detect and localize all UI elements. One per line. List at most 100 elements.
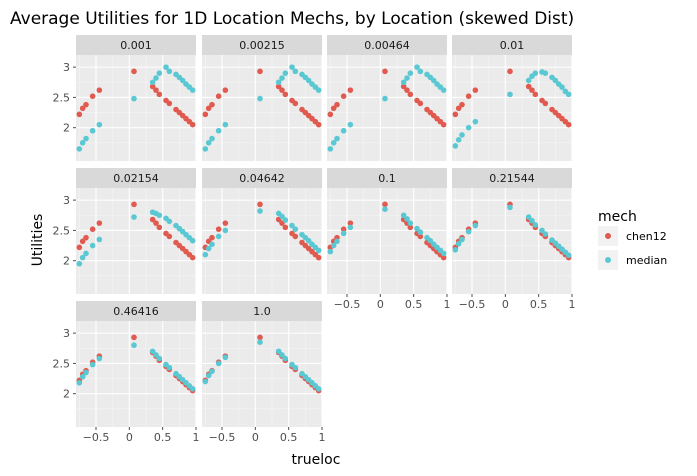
point-median — [305, 237, 312, 244]
point-chen12 — [507, 68, 513, 75]
x-axis-title: trueloc — [292, 452, 341, 468]
facet-panels: 0.001 2 2.5 3 0.00215 0.00464 0.01 0.02154 2 2.5 3… — [53, 35, 576, 444]
point-chen12 — [340, 226, 347, 232]
point-median — [459, 236, 465, 243]
point-chen12 — [149, 216, 156, 223]
point-median — [131, 95, 137, 102]
facet-strip — [202, 301, 322, 321]
facet-strip-label: 0.02154 — [113, 172, 159, 185]
point-chen12 — [209, 101, 215, 108]
point-chen12 — [89, 93, 96, 99]
point-median — [404, 75, 410, 81]
point-median — [327, 248, 334, 255]
facet-strip-label: 0.00464 — [364, 39, 410, 52]
point-median — [417, 68, 424, 75]
point-chen12 — [347, 220, 354, 226]
y-tick-label: 3 — [63, 194, 70, 207]
x-tick-label: 0.5 — [530, 298, 548, 311]
point-median — [202, 146, 209, 152]
point-median — [156, 212, 163, 219]
point-chen12 — [153, 220, 159, 226]
point-median — [539, 227, 545, 234]
point-chen12 — [382, 201, 388, 208]
facet-strip — [327, 168, 447, 188]
point-chen12 — [292, 100, 299, 107]
point-chen12 — [340, 93, 347, 99]
facet-panel: 0.04642 — [202, 168, 323, 294]
facet-strip — [202, 168, 322, 188]
point-median — [179, 77, 186, 84]
point-median — [209, 368, 215, 375]
point-median — [166, 68, 173, 75]
facet-strip — [202, 35, 322, 55]
point-chen12 — [407, 91, 414, 98]
point-median — [472, 222, 479, 229]
point-median — [407, 220, 414, 226]
facet-strip-label: 1.0 — [253, 305, 271, 318]
point-median — [455, 240, 462, 247]
point-median — [430, 77, 437, 84]
point-median — [315, 247, 322, 254]
point-median — [292, 226, 299, 232]
facet-strip — [452, 168, 572, 188]
facet-strip-label: 0.04642 — [239, 172, 285, 185]
point-median — [542, 70, 549, 76]
x-tick-label: 0.5 — [280, 431, 298, 444]
x-tick-label: 0.5 — [405, 298, 423, 311]
point-chen12 — [292, 233, 299, 240]
point-median — [215, 127, 222, 134]
point-chen12 — [404, 87, 410, 93]
point-chen12 — [455, 105, 462, 112]
point-median — [282, 70, 289, 76]
point-median — [156, 70, 163, 76]
point-median — [292, 364, 299, 371]
point-median — [189, 386, 196, 392]
legend-label: median — [626, 254, 667, 267]
y-tick-label: 2.5 — [53, 91, 71, 104]
y-tick-label: 3 — [63, 327, 70, 340]
point-median — [257, 208, 263, 214]
point-median — [315, 386, 322, 392]
x-tick-label: −0.5 — [459, 298, 486, 311]
point-chen12 — [202, 111, 209, 118]
point-median — [209, 135, 215, 142]
point-median — [289, 64, 295, 70]
legend-swatch — [605, 233, 611, 239]
point-chen12 — [440, 254, 447, 261]
point-median — [163, 64, 169, 70]
legend-title: mech — [598, 209, 637, 225]
point-median — [529, 217, 535, 224]
point-median — [340, 230, 347, 237]
facet-strip — [76, 168, 196, 188]
point-median — [279, 75, 285, 81]
facet-strip — [76, 301, 196, 321]
point-median — [330, 140, 337, 146]
facet-panel: 0.46416 2 2.5 3 −0.5 0 0.5 1 — [53, 301, 200, 444]
point-chen12 — [156, 224, 163, 231]
facet-panel: 0.00215 — [202, 35, 323, 161]
point-median — [507, 91, 513, 98]
point-median — [452, 143, 459, 149]
point-median — [347, 121, 354, 128]
x-tick-label: 0 — [126, 431, 133, 444]
point-chen12 — [315, 121, 322, 128]
point-chen12 — [205, 105, 212, 112]
facet-strip-label: 0.00215 — [239, 39, 285, 52]
facet-panel: 1.0 −0.5 0 0.5 1 — [202, 301, 326, 444]
point-chen12 — [83, 234, 89, 241]
facet-panel: 0.02154 2 2.5 3 — [53, 168, 197, 294]
point-median — [189, 237, 196, 244]
facet-strip-label: 0.21544 — [489, 172, 535, 185]
point-median — [189, 87, 196, 93]
point-chen12 — [459, 101, 465, 108]
point-median — [465, 124, 472, 131]
point-chen12 — [440, 121, 447, 128]
point-chen12 — [542, 100, 549, 107]
point-median — [279, 213, 285, 220]
point-median — [83, 369, 89, 376]
point-median — [382, 206, 388, 212]
x-tick-label: 1 — [569, 298, 576, 311]
point-median — [96, 355, 103, 362]
point-chen12 — [149, 83, 156, 90]
